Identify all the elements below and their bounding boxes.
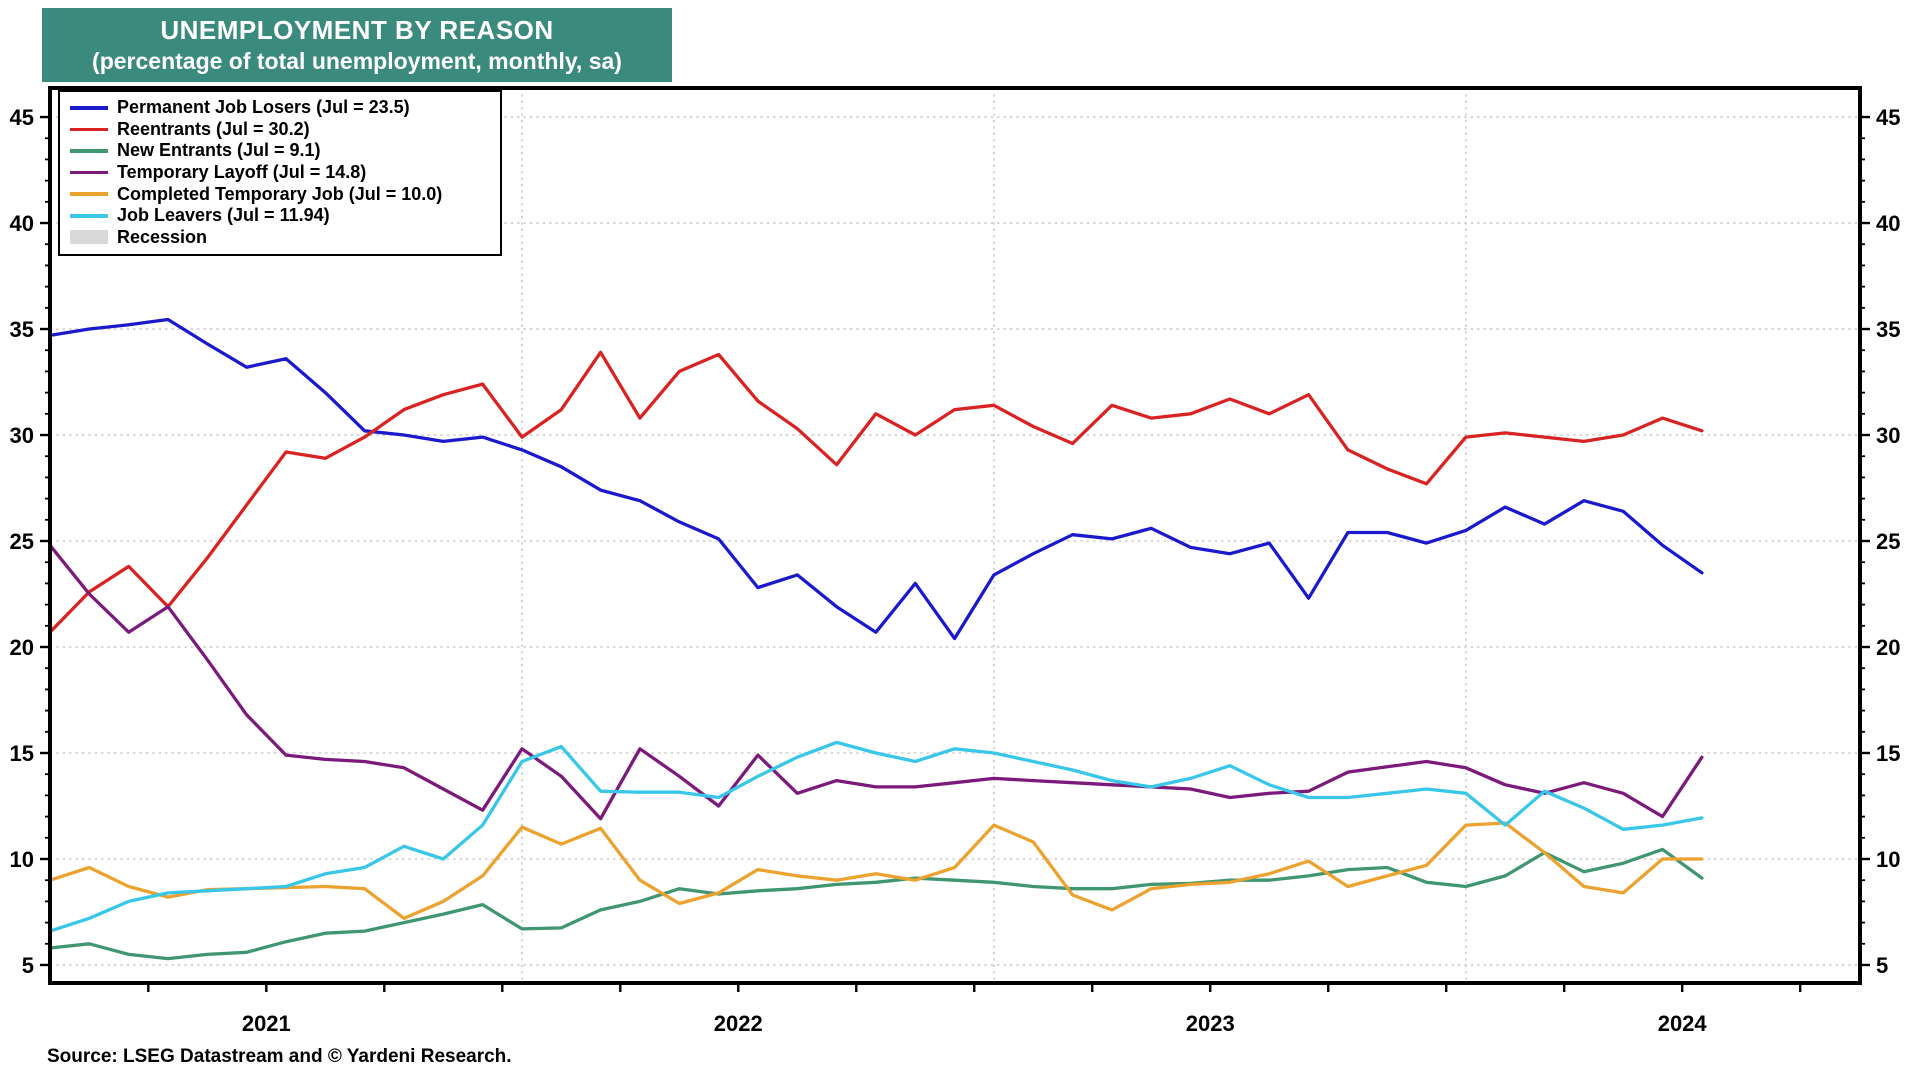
x-axis-label-2021: 2021 (242, 1011, 291, 1036)
legend-swatch-completed-temporary-job (70, 192, 108, 196)
series-line-completed-temporary-job (48, 821, 1704, 920)
legend-swatch-job-leavers (70, 213, 108, 218)
y-axis-label-right: 10 (1876, 847, 1900, 872)
y-axis-label-right: 40 (1876, 211, 1900, 236)
series-line-temporary-layoff (48, 543, 1704, 821)
legend-label-permanent-job-losers: Permanent Job Losers (Jul = 23.5) (117, 97, 410, 118)
legend: Permanent Job Losers (Jul = 23.5) Reentra… (58, 90, 502, 257)
series-line-reentrants (48, 350, 1704, 634)
chart-title-box: UNEMPLOYMENT BY REASON (percentage of to… (42, 8, 672, 82)
plot-frame (48, 86, 1862, 985)
legend-swatch-new-entrants (70, 149, 108, 153)
y-axis-label-left: 35 (10, 317, 34, 342)
y-axis-label-right: 25 (1876, 529, 1900, 554)
series-line-permanent-job-losers (48, 317, 1704, 641)
legend-label-temporary-layoff: Temporary Layoff (Jul = 14.8) (117, 162, 367, 183)
x-axis-label-2024: 2024 (1658, 1011, 1708, 1036)
x-axis-label-2023: 2023 (1186, 1011, 1235, 1036)
legend-swatch-temporary-layoff (70, 170, 108, 175)
legend-label-completed-temporary-job: Completed Temporary Job (Jul = 10.0) (117, 183, 443, 204)
x-axis-label-2022: 2022 (714, 1011, 763, 1036)
legend-item-reentrants: Reentrants (Jul = 30.2) (70, 119, 500, 141)
y-axis-label-right: 45 (1876, 105, 1900, 130)
y-axis-label-left: 30 (10, 423, 34, 448)
legend-item-job-leavers: Job Leavers (Jul = 11.94) (70, 205, 500, 227)
legend-label-job-leavers: Job Leavers (Jul = 11.94) (117, 205, 330, 226)
legend-swatch-recession (70, 230, 108, 245)
legend-label-reentrants: Reentrants (Jul = 30.2) (117, 118, 310, 139)
chart-subtitle: (percentage of total unemployment, month… (92, 48, 622, 74)
series-line-job-leavers (48, 740, 1704, 933)
legend-item-recession: Recession (70, 227, 500, 249)
legend-swatch-reentrants (70, 127, 108, 132)
y-axis-label-left: 15 (10, 741, 34, 766)
y-axis-label-right: 20 (1876, 635, 1900, 660)
y-axis-label-left: 5 (22, 953, 34, 978)
series-line-new-entrants (48, 847, 1704, 961)
legend-item-temporary-layoff: Temporary Layoff (Jul = 14.8) (70, 162, 500, 184)
y-axis-label-right: 5 (1876, 953, 1888, 978)
y-axis-label-right: 30 (1876, 423, 1900, 448)
legend-item-permanent-job-losers: Permanent Job Losers (Jul = 23.5) (70, 97, 500, 119)
y-axis-label-left: 10 (10, 847, 34, 872)
y-axis-label-left: 45 (10, 105, 34, 130)
legend-item-new-entrants: New Entrants (Jul = 9.1) (70, 140, 500, 162)
source-text: Source: LSEG Datastream and © Yardeni Re… (47, 1046, 512, 1067)
y-axis-label-left: 40 (10, 211, 34, 236)
legend-label-recession: Recession (117, 226, 208, 247)
y-axis-label-left: 25 (10, 529, 34, 554)
legend-swatch-permanent-job-losers (70, 106, 108, 110)
legend-item-completed-temporary-job: Completed Temporary Job (Jul = 10.0) (70, 183, 500, 205)
y-axis-label-right: 15 (1876, 741, 1900, 766)
legend-label-new-entrants: New Entrants (Jul = 9.1) (117, 140, 321, 161)
chart-title: UNEMPLOYMENT BY REASON (160, 15, 554, 45)
y-axis-label-left: 20 (10, 635, 34, 660)
y-axis-label-right: 35 (1876, 317, 1900, 342)
